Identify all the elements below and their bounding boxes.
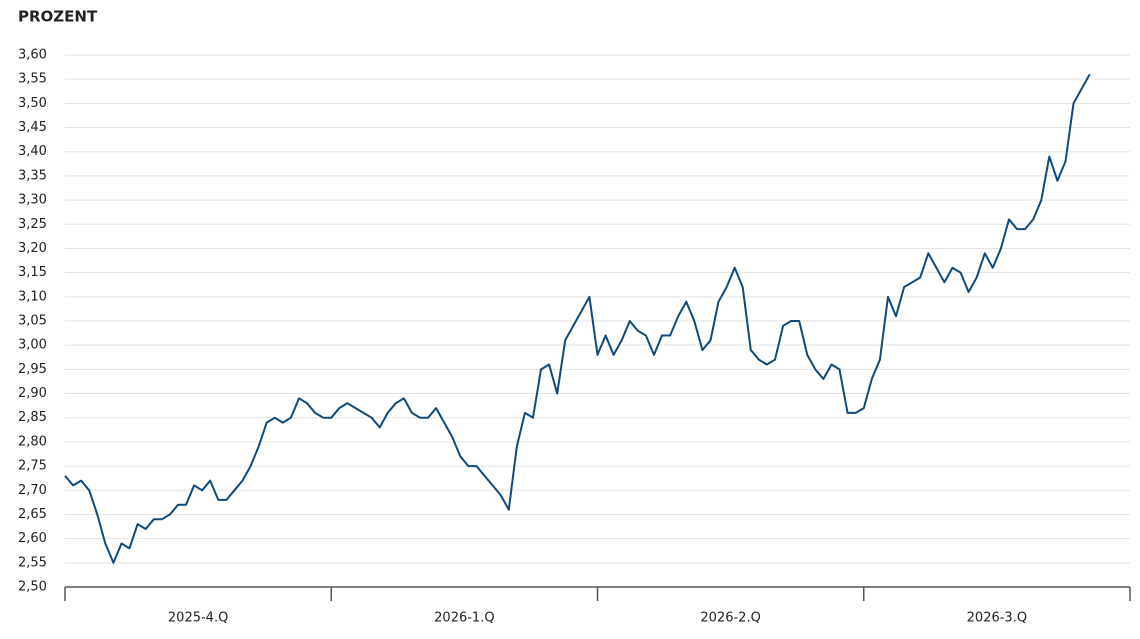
y-tick-label: 3,45: [18, 120, 47, 135]
x-tick-label: 2026-1.Q: [434, 611, 494, 626]
chart-title: PROZENT: [18, 8, 98, 26]
y-tick-label: 2,95: [18, 362, 47, 377]
y-tick-label: 2,50: [18, 580, 47, 595]
y-tick-label: 3,10: [18, 289, 47, 304]
y-tick-label: 2,65: [18, 507, 47, 522]
y-tick-label: 2,55: [18, 555, 47, 570]
y-tick-label: 2,75: [18, 459, 47, 474]
y-tick-label: 2,70: [18, 483, 47, 498]
y-tick-label: 3,35: [18, 168, 47, 183]
y-tick-label: 2,90: [18, 386, 47, 401]
y-tick-label: 2,85: [18, 410, 47, 425]
y-tick-label: 2,60: [18, 531, 47, 546]
y-tick-label: 3,30: [18, 193, 47, 208]
line: [64, 73, 1091, 564]
y-tick-label: 3,20: [18, 241, 47, 256]
y-tick-label: 3,50: [18, 96, 47, 111]
y-tick-label: 3,55: [18, 72, 47, 87]
x-tick-label: 2026-3.Q: [967, 611, 1027, 626]
x-tick-label: 2026-2.Q: [700, 611, 760, 626]
y-tick-label: 2,80: [18, 434, 47, 449]
y-tick-label: 3,40: [18, 144, 47, 159]
y-tick-label: 3,05: [18, 314, 47, 329]
y-tick-label: 3,00: [18, 338, 47, 353]
y-tick-label: 3,25: [18, 217, 47, 232]
y-tick-label: 3,60: [18, 48, 47, 63]
y-tick-label: 3,15: [18, 265, 47, 280]
x-tick-label: 2025-4.Q: [168, 611, 228, 626]
